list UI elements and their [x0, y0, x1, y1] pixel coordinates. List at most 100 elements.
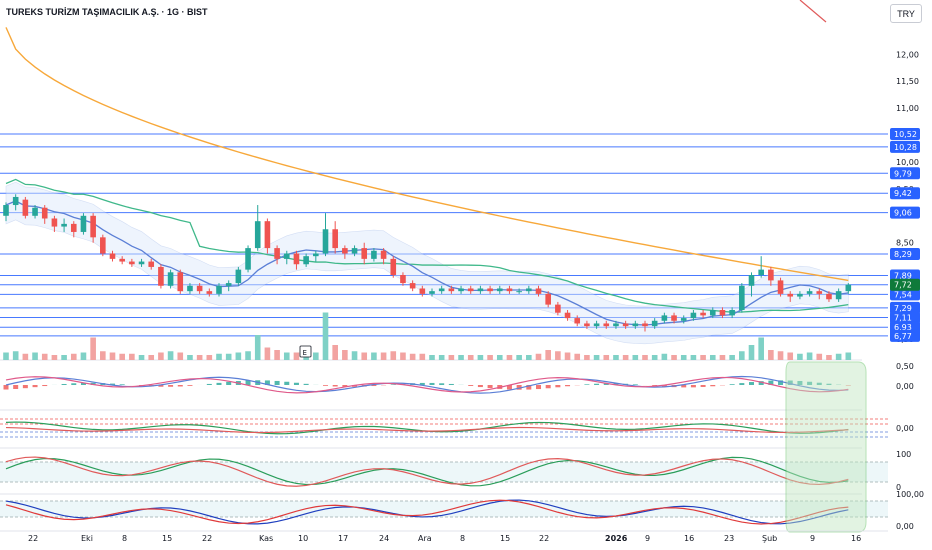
volume-bar: [700, 355, 706, 360]
macd-histogram-bar: [264, 380, 270, 385]
macd-histogram-bar: [80, 382, 86, 385]
macd-histogram-bar: [110, 383, 115, 385]
macd-histogram-bar: [293, 382, 299, 385]
x-tick-label: 22: [539, 534, 549, 543]
candle-body: [555, 304, 561, 313]
volume-bar: [593, 355, 600, 360]
level-label-bg: [890, 187, 920, 200]
macd-histogram-bar: [187, 385, 193, 386]
candle-body: [138, 261, 145, 265]
candle-body: [429, 291, 435, 294]
macd-histogram-bar: [603, 383, 609, 385]
x-tick-label: 9: [810, 534, 815, 543]
volume-bar: [254, 335, 261, 360]
candle-body: [613, 323, 619, 327]
volume-bar: [109, 352, 116, 360]
volume-bar: [535, 353, 542, 360]
volume-bar: [584, 355, 590, 360]
volume-bar: [826, 355, 832, 360]
x-tick-label: 22: [28, 534, 38, 543]
candle-body: [409, 283, 416, 289]
macd-histogram-bar: [758, 381, 764, 385]
volume-bar: [351, 351, 358, 360]
volume-bar: [526, 355, 532, 360]
volume-bar: [671, 355, 677, 360]
candle-body: [680, 318, 687, 321]
chart-title: TUREKS TURİZM TAŞIMACILIK A.Ş. · 1G · BI…: [6, 7, 208, 17]
candle-body: [438, 288, 445, 292]
candle-body: [177, 272, 184, 292]
volume-bar: [119, 353, 125, 360]
volume-bar: [225, 353, 232, 360]
level-label-text: 7,11: [894, 314, 912, 323]
macd-histogram-bar: [661, 385, 667, 387]
candle-body: [671, 315, 677, 321]
macd-histogram-bar: [729, 384, 735, 385]
level-price-label: 9,06: [890, 206, 920, 219]
volume-bar: [216, 353, 222, 360]
macd-histogram-bar: [536, 385, 541, 390]
candle-body: [467, 288, 474, 292]
candle-body: [313, 253, 319, 257]
macd-histogram-bar: [545, 385, 551, 389]
level-label-bg: [890, 167, 920, 180]
volume-bar: [322, 312, 329, 360]
level-price-label: 9,79: [890, 167, 920, 180]
volume-bar: [574, 353, 581, 360]
level-price-label: 7,11: [890, 311, 920, 324]
level-label-text: 7,29: [894, 304, 912, 313]
candle-body: [768, 269, 774, 281]
volume-bar: [458, 355, 464, 360]
x-tick-label: 10: [298, 534, 308, 543]
candle-body: [719, 310, 726, 316]
volume-bar: [632, 355, 639, 360]
candle-body: [845, 284, 852, 292]
macd-histogram-bar: [681, 385, 687, 388]
macd-histogram-bar: [700, 385, 706, 387]
x-tick-label: 15: [500, 534, 510, 543]
x-tick-label: 8: [460, 534, 465, 543]
volume-bar: [187, 355, 193, 360]
level-price-label: 10,52: [890, 127, 920, 140]
candle-body: [477, 288, 484, 292]
volume-bar: [835, 353, 842, 360]
volume-bar: [380, 352, 387, 360]
volume-bar: [235, 352, 242, 360]
macd-histogram-bar: [284, 381, 290, 385]
stoch-rsi-tick-label: 100,00: [896, 490, 924, 499]
macd-histogram-bar: [594, 383, 600, 385]
x-tick-label: Şub: [762, 534, 777, 543]
volume-bar: [739, 351, 745, 360]
level-label-text: 9,42: [894, 189, 912, 198]
volume-bar: [148, 355, 155, 360]
level-label-bg: [890, 140, 920, 153]
volume-bar: [603, 355, 610, 360]
macd-histogram-bar: [61, 383, 67, 385]
level-price-label: 10,28: [890, 140, 920, 153]
level-label-text: 9,06: [894, 209, 912, 218]
price-tick-label: 10,00: [896, 158, 919, 167]
macd-histogram-bar: [371, 385, 377, 387]
macd-tick-label: 0,50: [896, 362, 914, 371]
price-tick-label: 11,00: [896, 104, 919, 113]
stoch-rsi-d-line: [5, 499, 849, 525]
volume-bar: [371, 352, 377, 360]
currency-button[interactable]: TRY: [890, 4, 922, 23]
candle-body: [835, 291, 842, 300]
candle-body: [254, 221, 261, 249]
candle-body: [797, 293, 803, 297]
volume-bar: [400, 352, 406, 360]
candle-body: [80, 215, 87, 232]
candle-body: [516, 291, 522, 293]
macd-histogram-bar: [487, 385, 493, 389]
macd-histogram-bar: [797, 380, 803, 385]
level-label-text: 10,28: [894, 143, 917, 152]
macd-histogram-bar: [690, 385, 696, 388]
candle-body: [787, 293, 794, 297]
candle-body: [709, 310, 716, 316]
level-price-label: 7,89: [890, 269, 920, 282]
candle-body: [651, 320, 658, 327]
volume-bar: [642, 355, 648, 360]
macd-histogram-bar: [439, 383, 445, 385]
